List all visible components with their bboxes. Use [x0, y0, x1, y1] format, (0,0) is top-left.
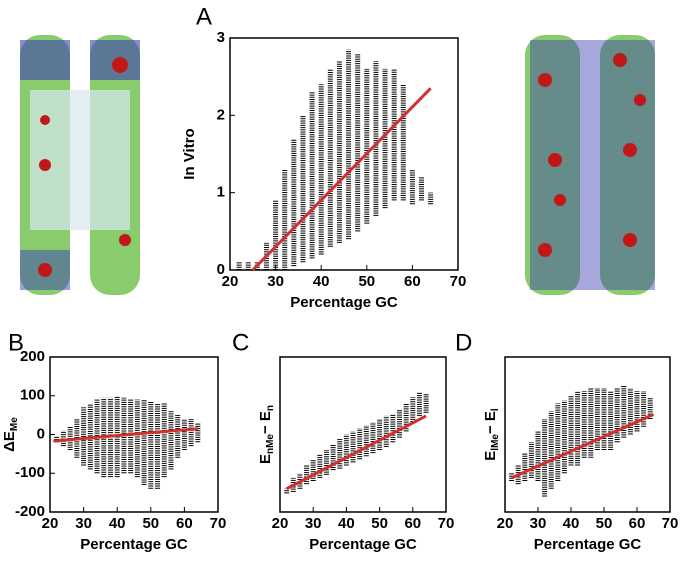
y-axis-label-part: Me [9, 417, 20, 431]
y-axis-label-part: E [482, 451, 499, 461]
x-tick-label: 40 [313, 273, 330, 290]
x-tick-label: 50 [371, 515, 388, 532]
x-tick-label: 30 [267, 273, 284, 290]
plot-frame [279, 356, 447, 513]
y-axis-label-part: n [265, 405, 276, 411]
x-axis-label: Percentage GC [534, 536, 642, 553]
fit-line [53, 427, 198, 443]
panel-label: D [455, 329, 472, 356]
y-tick-label: 3 [217, 29, 225, 46]
y-tick-label: -100 [15, 464, 45, 481]
x-tick-label: 30 [305, 515, 322, 532]
fit-line [251, 87, 432, 272]
y-axis-label-part: nMe [265, 434, 276, 454]
y-tick-label: 200 [20, 348, 45, 365]
y-axis-label: In Vitro [181, 128, 198, 179]
x-axis-label: Percentage GC [290, 294, 398, 311]
fit-line [285, 414, 427, 491]
y-axis-label-part: − E [482, 411, 499, 434]
panel-label: C [232, 329, 249, 356]
x-tick-label: 70 [438, 515, 455, 532]
x-tick-label: 20 [222, 273, 239, 290]
x-tick-label: 30 [75, 515, 92, 532]
y-axis-label-part: ΔE [1, 431, 18, 452]
y-tick-label: 0 [217, 261, 225, 278]
x-tick-label: 60 [176, 515, 193, 532]
y-axis-label-part: In Vitro [181, 128, 198, 179]
x-tick-label: 70 [210, 515, 227, 532]
x-tick-label: 50 [596, 515, 613, 532]
plot-frame [504, 356, 671, 513]
x-tick-label: 20 [497, 515, 514, 532]
y-tick-label: 100 [20, 387, 45, 404]
y-axis-label: ΔEMe [1, 417, 20, 452]
y-tick-label: 1 [217, 184, 225, 201]
fit-line [510, 412, 655, 480]
molecule-right [525, 35, 655, 295]
x-tick-label: 20 [42, 515, 59, 532]
x-tick-label: 70 [662, 515, 679, 532]
y-tick-label: 2 [217, 106, 225, 123]
y-axis-label-part: E [257, 454, 274, 464]
x-tick-label: 50 [358, 273, 375, 290]
y-axis-label-part: l [490, 408, 501, 411]
x-tick-label: 30 [530, 515, 547, 532]
x-tick-label: 40 [338, 515, 355, 532]
x-tick-label: 60 [404, 515, 421, 532]
y-axis-label: ElMe− El [482, 408, 501, 461]
panel-label: B [8, 329, 24, 356]
y-axis-label-part: − E [257, 411, 274, 434]
panel-label: A [196, 3, 212, 30]
y-axis-label-part: lMe [490, 434, 501, 451]
x-tick-label: 70 [450, 273, 467, 290]
y-tick-label: -200 [15, 503, 45, 520]
x-tick-label: 60 [404, 273, 421, 290]
x-tick-label: 40 [563, 515, 580, 532]
x-tick-label: 20 [272, 515, 289, 532]
x-tick-label: 60 [629, 515, 646, 532]
molecule-left [20, 35, 140, 295]
x-tick-label: 50 [142, 515, 159, 532]
x-axis-label: Percentage GC [80, 536, 188, 553]
y-axis-label: EnMe− En [257, 405, 276, 464]
y-tick-label: 0 [37, 425, 45, 442]
x-axis-label: Percentage GC [309, 536, 417, 553]
x-tick-label: 40 [109, 515, 126, 532]
plot-frame [229, 37, 459, 271]
